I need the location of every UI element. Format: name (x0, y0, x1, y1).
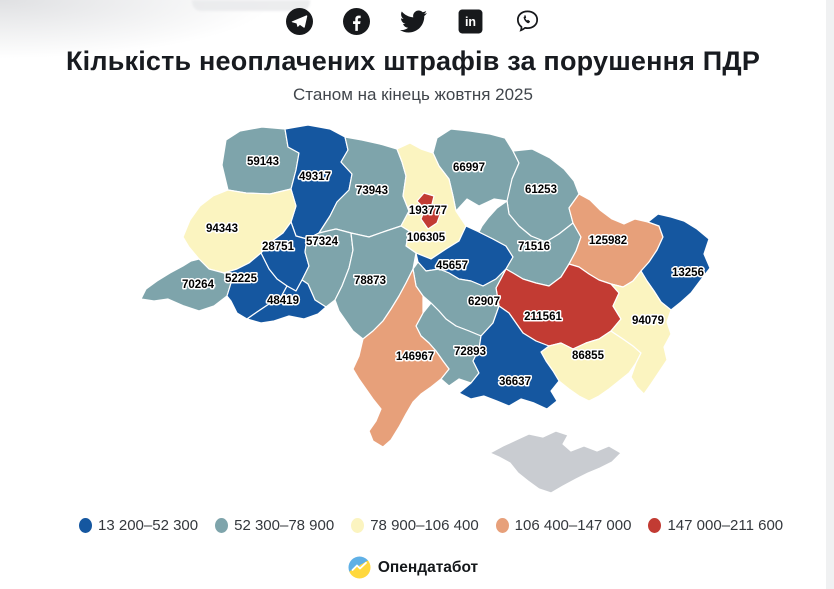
region-odeska[interactable] (352, 268, 450, 448)
brand-footer[interactable]: Опендатабот (0, 556, 826, 579)
legend-swatch-blue (79, 518, 92, 533)
legend-item: 52 300–78 900 (215, 517, 334, 534)
legend-swatch-orange (495, 518, 509, 533)
page-subtitle: Станом на кінець жовтня 2025 (293, 85, 533, 104)
telegram-icon[interactable] (285, 8, 313, 35)
map-regions (140, 124, 711, 494)
region-kyiv-city[interactable] (416, 192, 442, 230)
social-share-row: in (0, 8, 826, 35)
legend-item: 106 400–147 000 (495, 517, 632, 534)
page-title: Кількість неоплачених штрафів за порушен… (65, 46, 761, 76)
top-smudge (192, 0, 310, 11)
legend-label: 106 400–147 000 (514, 517, 632, 534)
legend-swatch-yellow (351, 518, 365, 533)
legend-label: 52 300–78 900 (234, 517, 335, 534)
legend-label: 147 000–211 600 (667, 517, 784, 534)
viber-icon[interactable] (514, 8, 541, 35)
brand-name: Опендатабот (377, 558, 479, 576)
legend-item: 147 000–211 600 (648, 517, 783, 534)
legend-item: 13 200–52 300 (79, 517, 198, 534)
twitter-icon[interactable] (399, 8, 427, 35)
region-chernivetska[interactable] (246, 279, 327, 324)
svg-text:in: in (464, 15, 475, 29)
legend-swatch-teal (215, 518, 229, 533)
legend-label: 13 200–52 300 (98, 517, 199, 534)
legend-label: 78 900–106 400 (370, 517, 479, 534)
linkedin-icon[interactable]: in (457, 8, 484, 35)
region-donetska[interactable] (610, 270, 672, 395)
legend-swatch-red (648, 518, 662, 533)
map-legend: 13 200–52 300 52 300–78 900 78 900–106 4… (79, 517, 783, 534)
scrollbar[interactable] (826, 0, 834, 589)
opendatabot-logo-icon (348, 556, 371, 579)
facebook-icon[interactable] (342, 8, 370, 35)
region-luhanska[interactable] (640, 213, 711, 311)
region-crimea-no-data[interactable] (489, 430, 622, 494)
legend-item: 78 900–106 400 (351, 517, 479, 534)
region-khersonska[interactable] (458, 305, 560, 410)
